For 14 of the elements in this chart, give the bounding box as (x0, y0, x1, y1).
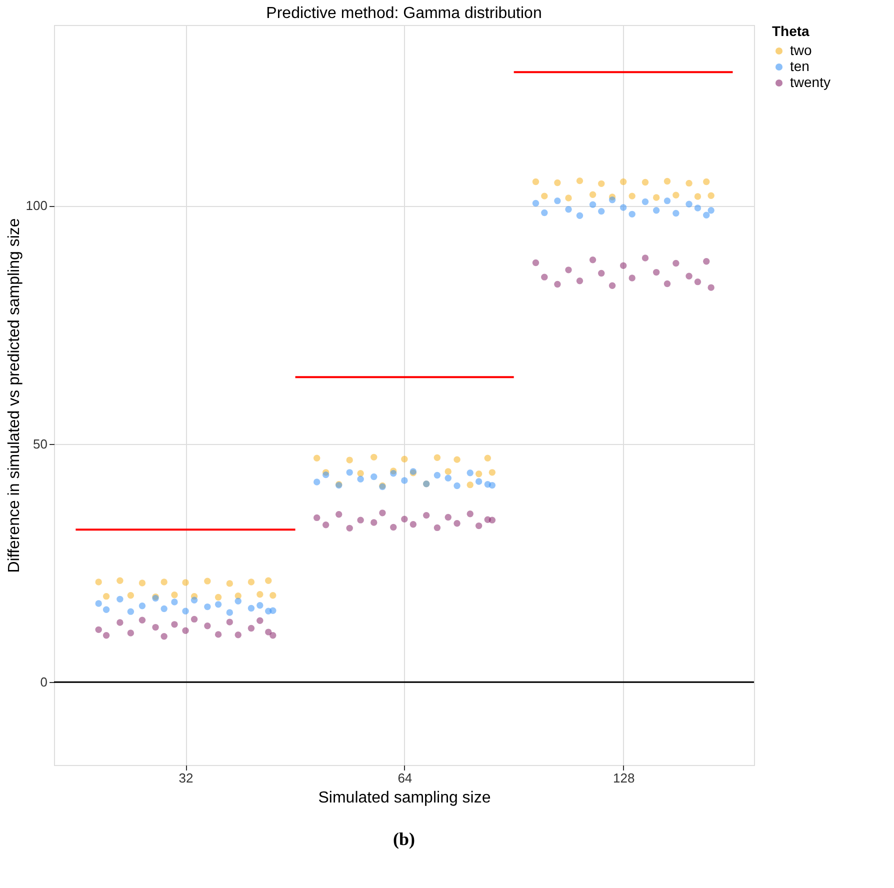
y-tick-label: 0 (40, 674, 48, 690)
legend-label: ten (790, 58, 810, 74)
legend-label: two (790, 42, 812, 58)
y-tick-label: 50 (33, 436, 48, 452)
legend-title: Theta (772, 23, 810, 39)
x-axis-title: Simulated sampling size (318, 790, 491, 806)
x-tick-label: 64 (398, 770, 412, 786)
text: (b) (393, 829, 416, 849)
chart-title: Predictive method: Gamma distribution (266, 5, 542, 22)
x-tick-label: 32 (178, 770, 194, 786)
legend-label: twenty (790, 74, 830, 90)
y-axis-title: Difference in simulated vs predicted sampling size (6, 218, 23, 573)
x-tick-label: 128 (612, 770, 635, 786)
y-tick-label: 100 (26, 198, 48, 214)
